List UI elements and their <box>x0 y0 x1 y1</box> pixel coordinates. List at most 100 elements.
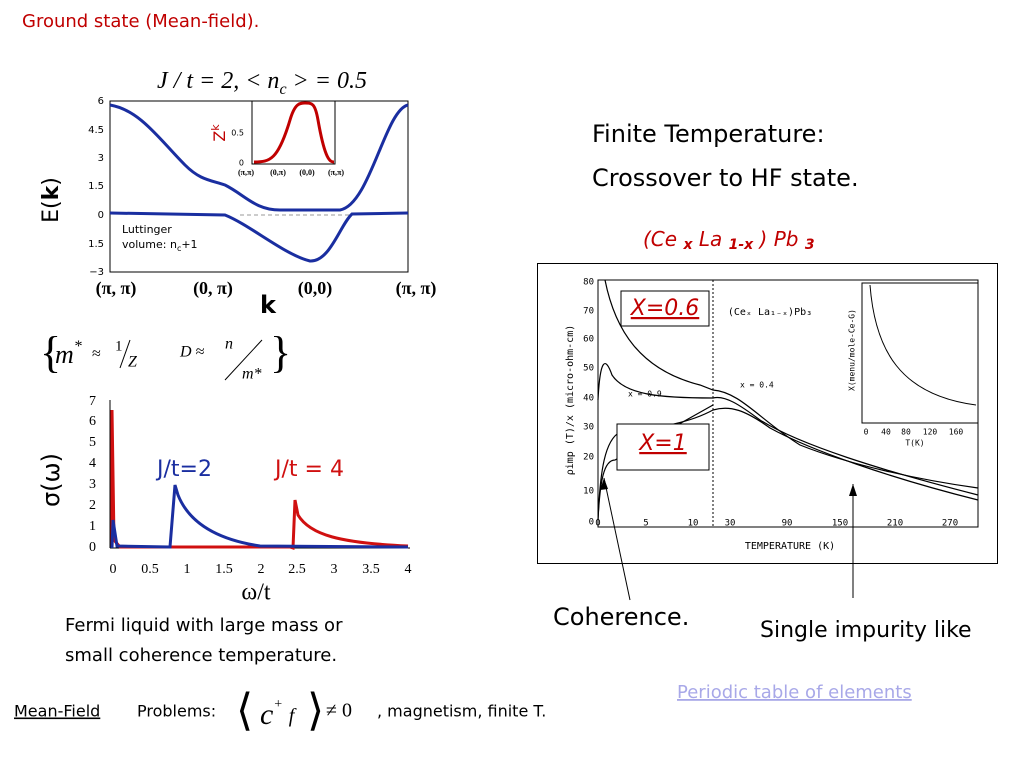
plot-heading: J / t = 2, < nc > = 0.5 <box>157 68 367 98</box>
formula-part: m* <box>55 338 82 369</box>
shape: 7 6 5 4 3 2 1 0 <box>89 394 96 555</box>
figure-inset <box>861 282 979 424</box>
inset-tick: 160 <box>949 428 964 437</box>
caption: Fermi liquid with large mass or <box>65 615 343 636</box>
y-tick-label: 0 <box>98 210 104 221</box>
mean-field: Mean-Field <box>14 702 100 721</box>
x-tick-label: (π, π) <box>396 278 437 299</box>
text-part: + <box>273 697 282 712</box>
curve-label: J/t=2 <box>155 457 212 482</box>
x-tick-label: (0, π) <box>193 278 233 299</box>
heading: Finite Temperature: <box>592 120 825 148</box>
text-part: 3 <box>805 237 815 253</box>
y-label: ρimp (T)/x (micro-ohm-cm) <box>565 325 576 476</box>
shape: 0 40 80 120 160 <box>864 428 964 437</box>
curve-label: x = 0.9 <box>628 390 662 399</box>
x-label: ω/t <box>241 580 270 606</box>
x-tick-label: 2.5 <box>288 562 306 577</box>
text-part: k <box>39 184 64 200</box>
formula-part: m* <box>242 366 262 383</box>
shape: 80 70 60 50 40 30 20 10 0 <box>583 278 594 528</box>
inset-tick: (0,π) <box>270 168 286 177</box>
shape <box>597 363 979 496</box>
shape: (π, π) (0, π) (0,0) (π, π) <box>96 278 437 299</box>
x-tick-label: 2 <box>258 562 265 577</box>
text-part: (Ce <box>643 227 683 251</box>
x-tick-label: 1.5 <box>215 562 233 577</box>
x-tick-label: 4 <box>405 562 412 577</box>
x-tick-label: 0.5 <box>141 562 159 577</box>
luttinger-note: Luttinger <box>122 223 172 236</box>
text-part: k <box>209 124 222 131</box>
y-tick-label: 40 <box>583 394 594 404</box>
y-tick-label: 3 <box>89 477 96 492</box>
bracket: ⟩ <box>307 686 324 735</box>
inset-tick: 80 <box>901 428 911 437</box>
link[interactable]: Periodic table of elements <box>677 682 912 703</box>
text-part: m <box>55 340 74 369</box>
text-part: ) <box>39 177 64 186</box>
text-part: c <box>260 698 273 731</box>
formula-part: n <box>225 336 233 353</box>
shape: (π,π) (0,π) (0,0) (π,π) <box>238 168 344 177</box>
inset-tick: 0.5 <box>231 129 244 138</box>
y-tick-label: 70 <box>583 307 594 317</box>
y-tick-label: 0 <box>89 540 96 555</box>
x-tick-label: 0 <box>110 562 117 577</box>
y-tick-label: 60 <box>583 335 594 345</box>
shape <box>597 404 714 521</box>
caption: small coherence temperature. <box>65 645 337 666</box>
text-part: E( <box>39 200 64 222</box>
y-tick-label: 2 <box>89 498 96 513</box>
x-tick-label: 10 <box>688 519 699 529</box>
sigma-curve-red <box>110 409 409 551</box>
x-tick-label: 0 <box>595 519 600 529</box>
shape <box>604 279 979 489</box>
y-tick-label: 50 <box>583 364 594 374</box>
brace: { <box>40 328 61 377</box>
impurity-label: Single impurity like <box>760 618 972 643</box>
lower-band <box>109 211 409 263</box>
x-tick-label: 270 <box>942 519 958 529</box>
text-part: +1 <box>181 238 197 251</box>
arrow-head <box>600 478 608 490</box>
x-tick-label: 90 <box>782 519 793 529</box>
inset-tick: 40 <box>881 428 891 437</box>
curve-label: J/t = 4 <box>273 457 344 482</box>
x-label: TEMPERATURE (K) <box>745 541 835 552</box>
y-tick-label: 6 <box>98 96 104 107</box>
y-tick-label: 1 <box>89 519 96 534</box>
heading: Crossover to HF state. <box>592 164 859 192</box>
text-part: * <box>74 338 82 355</box>
text-part: 1-x <box>729 237 755 253</box>
formula-part: 1 <box>115 338 123 354</box>
y-tick-label: 0 <box>589 518 594 528</box>
text-part: f <box>289 705 297 727</box>
x-tick-label: 3.5 <box>362 562 380 577</box>
upper-band <box>109 103 409 212</box>
y-tick-label: 80 <box>583 278 594 288</box>
y-label: σ(ω) <box>37 453 65 507</box>
slide-title: Ground state (Mean-field). <box>22 11 259 32</box>
formula-part: D ≈ <box>179 344 205 361</box>
box-label: X=0.6 <box>630 296 700 321</box>
sigma-curve-blue <box>110 484 409 549</box>
x-tick-label: 5 <box>643 519 648 529</box>
y-ticks: 6 4.5 3 1.5 0 1.5 −3 <box>88 96 104 278</box>
text-part: > = 0.5 <box>287 68 367 94</box>
inset-tick: 0 <box>239 159 244 168</box>
y-label: E(k) <box>39 177 64 223</box>
figure-curves <box>597 279 979 521</box>
text-part: ) Pb <box>753 227 805 251</box>
formula-part: Z <box>128 354 138 371</box>
y-tick-label: 4.5 <box>88 125 104 136</box>
y-tick-label: 1.5 <box>88 181 104 192</box>
y-tick-label: 20 <box>583 453 594 463</box>
text-part: c <box>177 244 181 253</box>
text-part: La <box>692 227 728 251</box>
inset-tick: (0,0) <box>299 168 315 177</box>
luttinger-note: volume: nc+1 <box>122 238 198 253</box>
bottom-rest: , magnetism, finite T. <box>377 702 546 721</box>
inset-x-label: T(K) <box>905 439 924 448</box>
